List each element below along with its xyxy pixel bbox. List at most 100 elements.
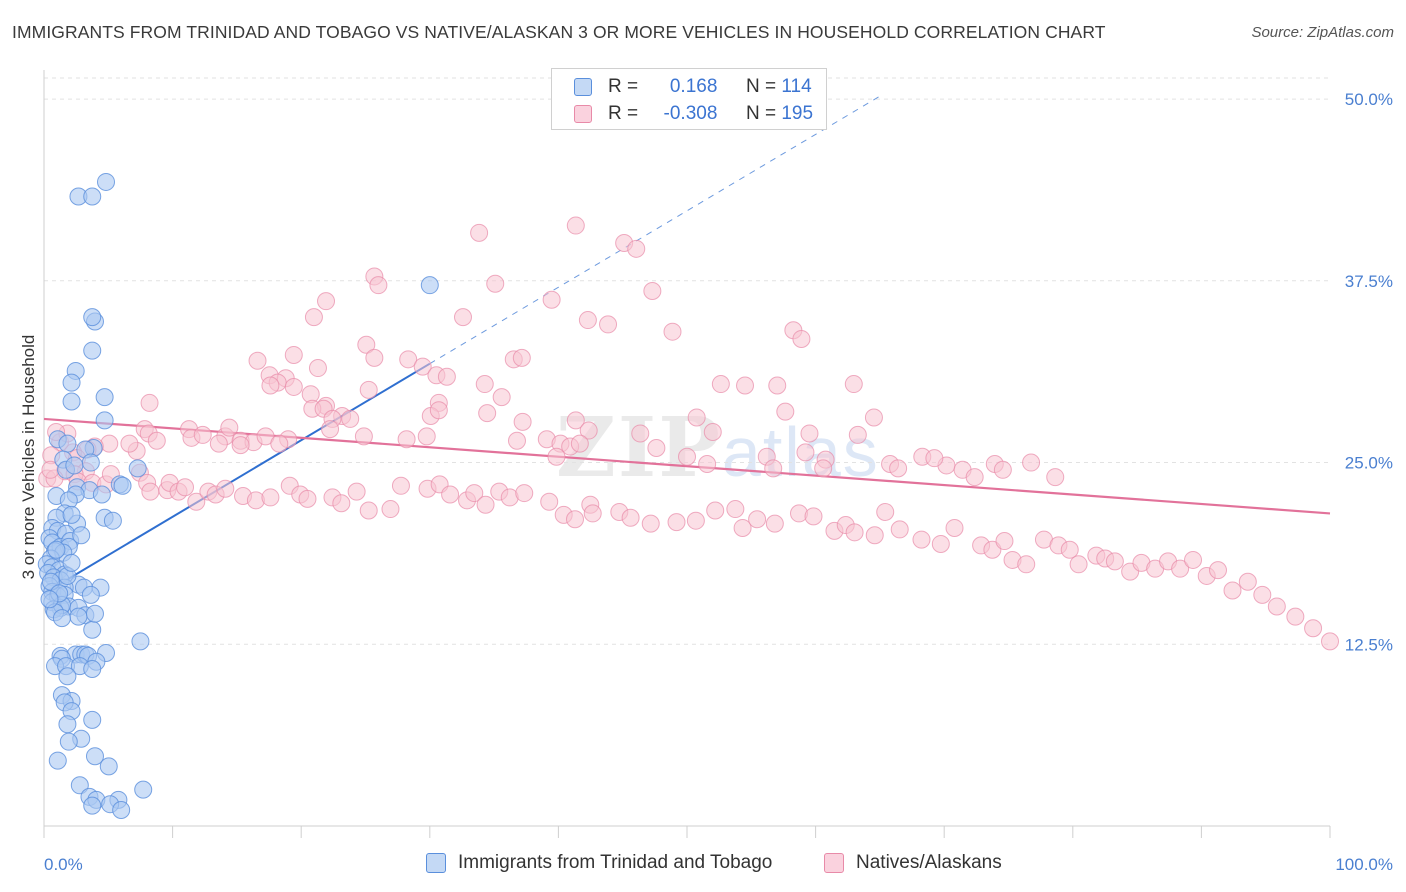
point-natives bbox=[341, 409, 360, 428]
point-natives bbox=[141, 482, 160, 501]
point-natives bbox=[397, 430, 416, 449]
point-natives bbox=[176, 478, 195, 497]
point-natives bbox=[209, 434, 228, 453]
point-trinidad bbox=[103, 511, 122, 530]
point-natives bbox=[231, 436, 250, 455]
point-natives bbox=[748, 510, 767, 529]
y-tick-label: 37.5% bbox=[1345, 272, 1393, 291]
legend-r-value: -0.308 bbox=[663, 103, 718, 124]
trend-line-trinidad-extension bbox=[429, 95, 881, 365]
point-natives bbox=[120, 434, 139, 453]
trend-line-trinidad bbox=[43, 362, 431, 595]
point-natives bbox=[369, 276, 388, 295]
point-natives bbox=[187, 492, 206, 511]
point-natives bbox=[220, 418, 239, 437]
point-natives bbox=[733, 518, 752, 537]
point-trinidad bbox=[40, 590, 59, 609]
point-natives bbox=[1286, 607, 1305, 626]
point-trinidad bbox=[62, 553, 81, 572]
point-natives bbox=[1304, 619, 1323, 638]
point-natives bbox=[579, 421, 598, 440]
point-trinidad bbox=[97, 172, 116, 191]
point-natives bbox=[876, 502, 895, 521]
trend-lines bbox=[43, 95, 1331, 595]
bottom-legend-label: Natives/Alaskans bbox=[856, 852, 1002, 873]
point-natives bbox=[1321, 632, 1339, 651]
point-trinidad bbox=[128, 459, 147, 478]
point-natives bbox=[492, 388, 511, 407]
point-natives bbox=[570, 434, 589, 453]
point-trinidad bbox=[83, 659, 102, 678]
point-natives bbox=[1069, 555, 1088, 574]
point-natives bbox=[1022, 453, 1041, 472]
point-trinidad bbox=[81, 585, 100, 604]
point-natives bbox=[140, 393, 159, 412]
point-natives bbox=[1017, 555, 1036, 574]
point-trinidad bbox=[83, 341, 102, 360]
point-natives bbox=[804, 507, 823, 526]
point-natives bbox=[540, 492, 559, 511]
point-natives bbox=[429, 401, 448, 420]
point-natives bbox=[703, 423, 722, 442]
point-natives bbox=[284, 377, 303, 396]
point-natives bbox=[792, 329, 811, 348]
point-natives bbox=[354, 427, 373, 446]
point-natives bbox=[667, 513, 686, 532]
point-trinidad bbox=[113, 476, 132, 495]
point-natives bbox=[687, 408, 706, 427]
point-natives bbox=[583, 504, 602, 523]
point-natives bbox=[321, 420, 340, 439]
point-natives bbox=[515, 484, 534, 503]
point-natives bbox=[261, 376, 280, 395]
point-trinidad bbox=[58, 715, 77, 734]
bottom-legend-trinidad: Immigrants from Trinidad and Tobago bbox=[426, 852, 806, 878]
point-natives bbox=[647, 439, 666, 457]
point-natives bbox=[663, 322, 682, 341]
point-natives bbox=[470, 223, 489, 242]
correlation-legend: R = 0.168 N = 114 R = -0.308 N = 195 bbox=[551, 68, 827, 130]
point-trinidad bbox=[52, 609, 71, 628]
point-natives bbox=[983, 540, 1002, 559]
point-natives bbox=[678, 447, 696, 466]
point-natives bbox=[566, 216, 585, 235]
point-natives bbox=[476, 495, 495, 514]
y-tick-label: 25.0% bbox=[1345, 454, 1393, 473]
point-natives bbox=[246, 491, 265, 510]
point-natives bbox=[776, 402, 795, 421]
point-natives bbox=[417, 427, 436, 446]
point-trinidad bbox=[83, 187, 102, 206]
x-tick-label: 0.0% bbox=[44, 855, 83, 874]
point-natives bbox=[1105, 552, 1124, 571]
point-trinidad bbox=[81, 453, 100, 472]
point-natives bbox=[790, 504, 809, 523]
point-natives bbox=[711, 375, 730, 394]
point-trinidad bbox=[58, 434, 77, 453]
point-natives bbox=[565, 510, 584, 529]
point-natives bbox=[889, 459, 908, 478]
point-natives bbox=[453, 308, 472, 327]
x-tick-label: 100.0% bbox=[1335, 855, 1393, 874]
point-natives bbox=[147, 431, 166, 450]
point-natives bbox=[381, 500, 400, 519]
legend-r-label: R = bbox=[608, 76, 639, 97]
point-natives bbox=[1223, 581, 1242, 600]
point-natives bbox=[965, 468, 984, 487]
point-natives bbox=[706, 501, 725, 520]
axes bbox=[43, 70, 1331, 838]
point-natives bbox=[1171, 559, 1190, 578]
point-natives bbox=[486, 274, 505, 293]
point-natives bbox=[931, 534, 950, 553]
point-trinidad bbox=[99, 757, 118, 776]
point-natives bbox=[599, 315, 618, 334]
point-natives bbox=[441, 485, 460, 504]
point-natives bbox=[993, 460, 1012, 479]
y-tick-label: 12.5% bbox=[1345, 635, 1393, 654]
point-trinidad bbox=[85, 747, 104, 766]
point-natives bbox=[641, 514, 660, 533]
point-natives bbox=[621, 508, 640, 527]
point-natives bbox=[332, 494, 351, 513]
point-trinidad bbox=[59, 732, 78, 751]
point-natives bbox=[270, 434, 289, 453]
point-natives bbox=[359, 380, 378, 399]
point-natives bbox=[865, 526, 884, 545]
